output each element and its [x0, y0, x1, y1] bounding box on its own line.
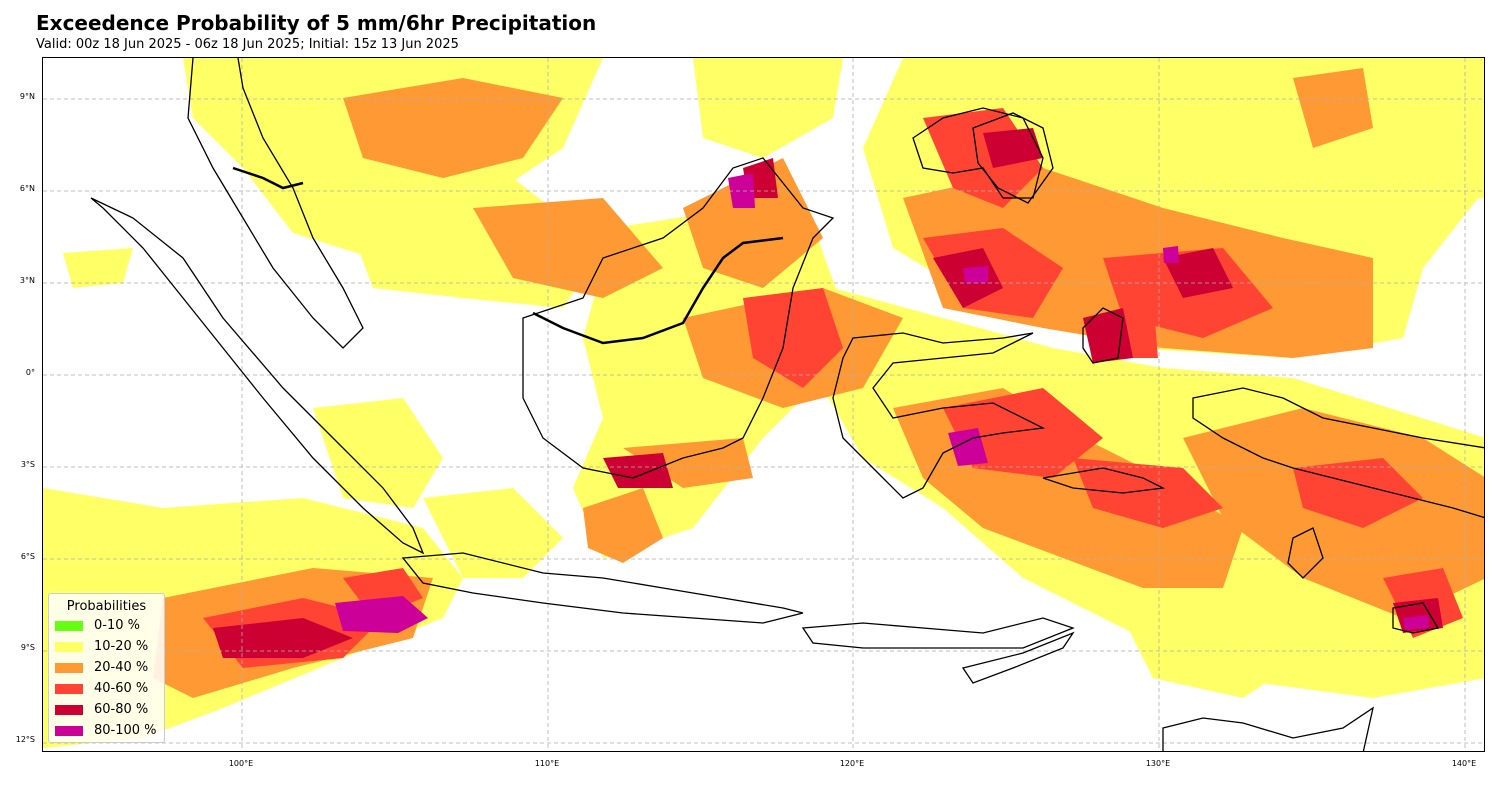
- new-guinea-coast: [1192, 387, 1484, 519]
- lat-label-6n: 6°N: [19, 184, 35, 193]
- australia-north-coast: [1162, 706, 1374, 751]
- borders: [232, 166, 784, 345]
- lat-label-12s: 12°S: [15, 735, 35, 744]
- gridlines: [43, 58, 1484, 751]
- lon-label-110e: 110°E: [534, 759, 560, 768]
- new-guinea-south-coast: [1392, 602, 1440, 634]
- java-coast: [401, 552, 804, 624]
- prob-60-80-layer: [213, 128, 1443, 658]
- lat-label-3n: 3°N: [19, 276, 35, 285]
- lat-label-0: 0°: [25, 368, 35, 377]
- chart-subtitle: Valid: 00z 18 Jun 2025 - 06z 18 Jun 2025…: [36, 37, 459, 52]
- sulawesi-coast: [832, 332, 1046, 499]
- map-panel: [42, 57, 1485, 752]
- coastlines: [90, 58, 1484, 751]
- borneo-border: [532, 236, 784, 345]
- prob-80-100-layer: [335, 173, 1429, 633]
- precipitation-map: [43, 58, 1484, 751]
- legend-item: 0-10 %: [55, 615, 164, 636]
- lat-label-6s: 6°S: [20, 552, 35, 561]
- legend-label: 40-60 %: [94, 681, 149, 696]
- lon-label-100e: 100°E: [228, 759, 254, 768]
- legend-label: 60-80 %: [94, 702, 149, 717]
- lat-label-3s: 3°S: [20, 460, 35, 469]
- chart-title: Exceedence Probability of 5 mm/6hr Preci…: [36, 11, 597, 35]
- legend-swatch: [55, 725, 83, 736]
- lon-label-130e: 130°E: [1145, 759, 1171, 768]
- halmahera-coast: [1082, 307, 1124, 364]
- mindanao-coast: [972, 112, 1054, 204]
- philippines-coast: [912, 107, 1044, 199]
- legend-title: Probabilities: [66, 599, 147, 614]
- legend-item: 20-40 %: [55, 657, 164, 678]
- timor-coast: [961, 631, 1075, 684]
- aru-coast: [1287, 527, 1324, 579]
- lat-label-9n: 9°N: [19, 92, 35, 101]
- legend-swatch: [55, 704, 83, 715]
- legend-item: 60-80 %: [55, 699, 164, 720]
- seram-coast: [1042, 467, 1166, 494]
- legend-item: 80-100 %: [55, 720, 164, 741]
- lon-label-120e: 120°E: [839, 759, 865, 768]
- lat-label-9s: 9°S: [20, 643, 35, 652]
- probability-field: [43, 58, 1484, 748]
- thai-malay-border: [232, 166, 304, 190]
- borneo-coast: [522, 157, 835, 479]
- legend-label: 80-100 %: [94, 723, 157, 738]
- legend-item: 40-60 %: [55, 678, 164, 699]
- legend-item: 10-20 %: [55, 636, 164, 657]
- malay-peninsula-coast: [187, 58, 364, 349]
- legend-swatch: [55, 662, 83, 673]
- lesser-sunda-coast: [801, 617, 1075, 649]
- legend-swatch: [55, 620, 83, 631]
- legend-swatch: [55, 641, 83, 652]
- legend: Probabilities 0-10 % 10-20 % 20-40 % 40-…: [48, 593, 165, 743]
- legend-swatch: [55, 683, 83, 694]
- lon-label-140e: 140°E: [1451, 759, 1477, 768]
- legend-label: 20-40 %: [94, 660, 149, 675]
- legend-label: 0-10 %: [94, 618, 140, 633]
- sumatra-coast: [90, 197, 425, 555]
- legend-label: 10-20 %: [94, 639, 149, 654]
